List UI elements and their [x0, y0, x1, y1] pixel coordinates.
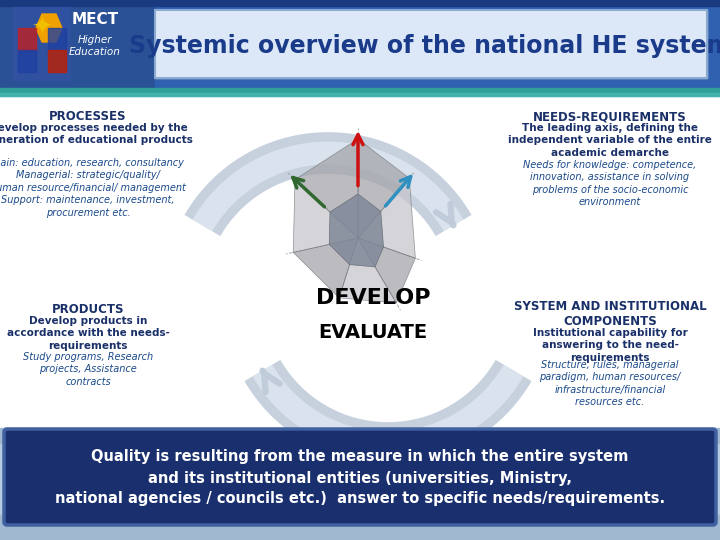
Bar: [18, 28, 36, 50]
Bar: [155, 10, 707, 78]
Bar: [48, 50, 66, 72]
Text: EVALUATE: EVALUATE: [318, 323, 428, 342]
Polygon shape: [295, 139, 358, 238]
Bar: [0, 93, 720, 96]
Text: PRODUCTS: PRODUCTS: [52, 303, 125, 316]
Polygon shape: [358, 139, 409, 238]
Polygon shape: [329, 194, 384, 267]
FancyBboxPatch shape: [4, 429, 716, 525]
Polygon shape: [339, 238, 396, 303]
Text: Systemic overview of the national HE system: Systemic overview of the national HE sys…: [129, 34, 720, 58]
Text: Higher: Higher: [78, 35, 112, 45]
Text: DEVELOP: DEVELOP: [316, 288, 431, 308]
Text: MECT: MECT: [71, 12, 119, 28]
Text: The leading axis, defining the
independent variable of the entire
academic demar: The leading axis, defining the independe…: [508, 123, 712, 158]
Bar: [0, 0, 720, 6]
Polygon shape: [358, 178, 415, 258]
Bar: [0, 515, 720, 540]
Text: Structure, rules, managerial
paradigm, human resources/
infrastructure/financial: Structure, rules, managerial paradigm, h…: [539, 360, 680, 407]
Bar: [155, 10, 707, 78]
Bar: [0, 88, 720, 96]
Bar: [0, 428, 720, 443]
Bar: [0, 96, 720, 432]
Text: PROCESSES: PROCESSES: [49, 110, 127, 123]
Bar: [18, 50, 36, 72]
Text: SYSTEM AND INSTITUTIONAL
COMPONENTS: SYSTEM AND INSTITUTIONAL COMPONENTS: [513, 300, 706, 328]
Bar: [0, 0, 155, 88]
Text: Study programs, Research
projects, Assistance
contracts: Study programs, Research projects, Assis…: [23, 352, 153, 387]
Text: Develop processes needed by the
generation of educational products: Develop processes needed by the generati…: [0, 123, 192, 145]
Text: ✦: ✦: [32, 16, 53, 40]
Text: Develop products in
accordance with the needs-
requirements: Develop products in accordance with the …: [6, 316, 169, 351]
Polygon shape: [293, 179, 358, 252]
Bar: [155, 0, 720, 88]
Text: NEEDS-REQUIREMENTS: NEEDS-REQUIREMENTS: [533, 110, 687, 123]
Text: Quality is resulting from the measure in which the entire system
and its institu: Quality is resulting from the measure in…: [55, 449, 665, 507]
Polygon shape: [358, 238, 415, 303]
Text: Needs for knowledge: competence,
innovation, assistance in solving
problems of t: Needs for knowledge: competence, innovat…: [523, 160, 697, 207]
Bar: [14, 8, 70, 80]
Text: Institutional capability for
answering to the need-
requirements: Institutional capability for answering t…: [533, 328, 688, 363]
Polygon shape: [36, 14, 62, 42]
Polygon shape: [293, 238, 358, 298]
Bar: [48, 28, 66, 50]
Text: Main: education, research, consultancy
Managerial: strategic/quality/
human reso: Main: education, research, consultancy M…: [0, 158, 186, 218]
Text: Education: Education: [69, 47, 121, 57]
